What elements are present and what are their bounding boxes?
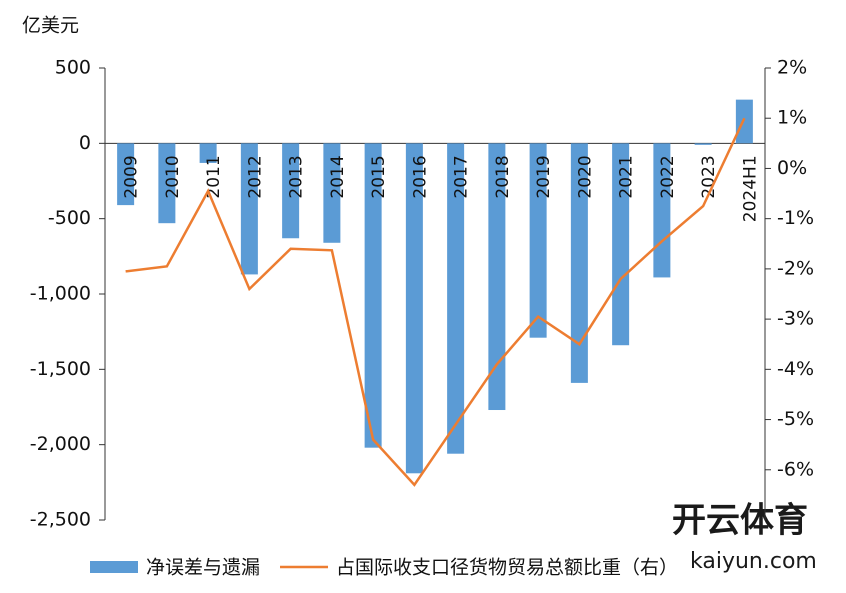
y2-tick-label: -1% <box>777 207 814 229</box>
bar <box>529 143 547 338</box>
y-tick-label: -500 <box>48 207 91 229</box>
y-axis-label: 亿美元 <box>22 15 79 37</box>
x-tick-label: 2016 <box>410 155 430 198</box>
legend-swatch <box>90 561 138 573</box>
x-tick-label: 2017 <box>452 155 472 198</box>
bar <box>447 143 465 454</box>
x-tick-label: 2011 <box>204 155 224 198</box>
y-tick-label: -1,000 <box>30 283 91 305</box>
x-tick-label: 2010 <box>163 155 183 198</box>
bar <box>158 143 176 224</box>
bar <box>117 143 135 206</box>
x-tick-label: 2023 <box>699 155 719 198</box>
y2-tick-label: 1% <box>777 107 807 129</box>
x-tick-label: 2024H1 <box>740 155 760 222</box>
y2-tick-label: -5% <box>777 408 814 430</box>
x-tick-label: 2021 <box>617 155 637 198</box>
bar <box>570 143 588 383</box>
bar <box>694 143 712 145</box>
y-tick-label: 0 <box>79 132 91 154</box>
bar <box>240 143 258 275</box>
legend-label: 净误差与遗漏 <box>146 557 260 579</box>
y-tick-label: -1,500 <box>30 358 91 380</box>
line <box>125 117 746 487</box>
y2-tick-label: -3% <box>777 308 814 330</box>
x-tick-label: 2020 <box>575 155 595 198</box>
x-tick-label: 2015 <box>369 155 389 198</box>
x-tick-label: 2009 <box>122 155 142 198</box>
y2-tick-label: -6% <box>777 458 814 480</box>
x-tick-label: 2012 <box>245 155 265 198</box>
x-tick-label: 2022 <box>658 155 678 198</box>
bar <box>405 143 423 474</box>
bar <box>199 143 217 163</box>
bar <box>364 143 382 448</box>
bar <box>735 99 753 144</box>
y2-tick-label: 0% <box>777 157 807 179</box>
bar <box>323 143 341 243</box>
y-tick-label: 500 <box>55 57 91 79</box>
x-tick-label: 2014 <box>328 155 348 198</box>
legend-label: 占国际收支口径货物贸易总额比重（右） <box>336 557 678 579</box>
y2-tick-label: 2% <box>777 57 807 79</box>
y2-tick-label: -2% <box>777 257 814 279</box>
x-tick-label: 2018 <box>493 155 513 198</box>
bar <box>488 143 506 411</box>
x-tick-label: 2013 <box>287 155 307 198</box>
y2-tick-label: -4% <box>777 358 814 380</box>
watermark: kaiyun.com <box>690 549 817 574</box>
y-tick-label: -2,000 <box>30 433 91 455</box>
bar <box>612 143 630 346</box>
y-tick-label: -2,500 <box>30 509 91 531</box>
x-tick-label: 2019 <box>534 155 554 198</box>
watermark: 开云体育 <box>672 501 808 541</box>
bar <box>282 143 300 239</box>
